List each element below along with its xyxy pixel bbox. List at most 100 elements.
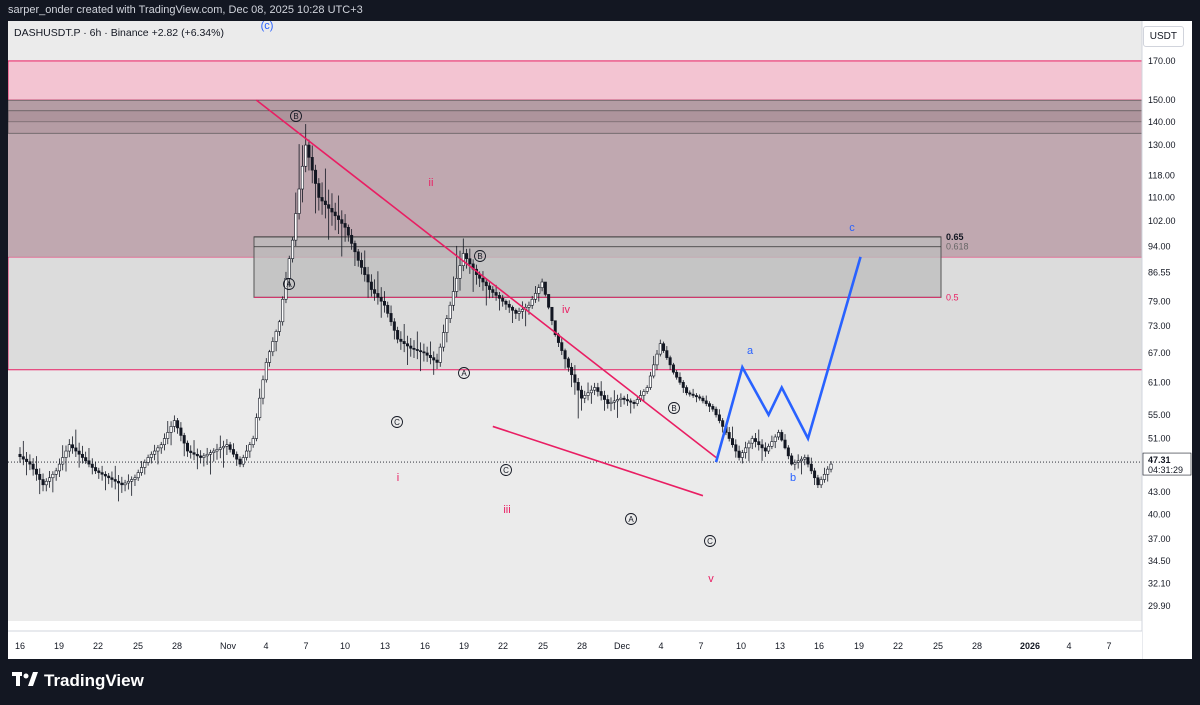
candle	[159, 441, 163, 454]
candle-body	[409, 345, 413, 349]
candle	[300, 145, 304, 203]
candle-body	[34, 468, 38, 475]
candle	[501, 294, 505, 307]
time-tick-label: 13	[775, 641, 785, 651]
candle-body	[622, 397, 626, 400]
candle	[428, 341, 432, 365]
candle	[271, 337, 275, 357]
candle	[320, 182, 324, 215]
circled-wave-label: A	[461, 369, 467, 378]
candle	[248, 441, 252, 458]
candle-body	[84, 457, 88, 462]
candle-body	[425, 352, 429, 356]
candle-body	[419, 350, 423, 353]
candle	[655, 350, 659, 371]
wave-label-c-paren: (c)	[261, 21, 274, 32]
candle	[422, 343, 426, 362]
price-tick-label: 130.00	[1148, 140, 1176, 150]
candle	[238, 456, 242, 468]
candle	[277, 319, 281, 336]
candle	[698, 394, 702, 401]
candle-body	[799, 458, 803, 462]
time-tick-label: 22	[893, 641, 903, 651]
candle-body	[747, 442, 751, 449]
candle-body	[520, 309, 524, 312]
candle	[18, 447, 22, 463]
candle	[166, 421, 170, 445]
interval-label[interactable]: 6h	[89, 27, 102, 39]
candle-body	[294, 213, 298, 241]
candle-body	[612, 400, 616, 403]
candle	[176, 417, 180, 434]
candle	[622, 395, 626, 405]
candle	[202, 453, 206, 467]
time-tick-label: 25	[933, 641, 943, 651]
candle-body	[44, 480, 48, 486]
candle-body	[254, 417, 258, 439]
candle	[392, 318, 396, 340]
candle	[87, 447, 91, 468]
candle	[425, 346, 429, 362]
circled-wave-label: B	[477, 252, 482, 261]
candle-body	[340, 219, 344, 224]
fib-level-label: 0.618	[946, 242, 969, 252]
candle-body	[599, 391, 603, 396]
candle-body	[481, 278, 485, 283]
circled-wave-label-ring	[625, 513, 637, 525]
candle-body	[635, 399, 639, 404]
candle-body	[648, 375, 652, 388]
candle-body	[350, 234, 354, 244]
candle	[291, 237, 295, 263]
candle-body	[343, 223, 347, 228]
symbol-legend[interactable]: DASHUSDT.P · 6h · Binance +2.82 (+6.34%)	[14, 27, 224, 39]
candle	[225, 439, 229, 456]
candle	[231, 443, 235, 458]
candle-body	[576, 382, 580, 391]
candle-body	[458, 265, 462, 279]
candle-body	[714, 408, 718, 416]
candle	[645, 385, 649, 394]
candle-body	[110, 477, 114, 480]
candle	[826, 466, 830, 482]
candle-body	[94, 467, 98, 472]
candle-body	[543, 281, 547, 295]
candle-body	[497, 295, 501, 299]
candle	[356, 248, 360, 267]
candle-body	[231, 449, 235, 455]
candle-body	[146, 457, 150, 463]
candle-body	[629, 400, 633, 403]
time-tick-label: 22	[498, 641, 508, 651]
price-tick-label: 110.00	[1148, 192, 1175, 202]
candle-body	[67, 444, 71, 452]
candle	[169, 421, 173, 446]
exchange-label: Binance	[110, 27, 149, 39]
candle-body	[740, 452, 744, 458]
chart-panel[interactable]: 0.65 0.618 0.5 i ii iii iv v a b c (c) B A B C A C B A C 170.…	[8, 21, 1192, 659]
price-tick-label: 140.00	[1148, 117, 1176, 127]
candle	[143, 459, 147, 475]
candle-body	[468, 258, 472, 265]
candle-body	[819, 479, 823, 486]
candle	[583, 390, 587, 404]
candle	[330, 193, 334, 226]
candle-body	[156, 447, 160, 452]
candle-body	[195, 453, 199, 457]
candle-body	[176, 420, 180, 429]
candle	[399, 331, 403, 350]
currency-unit-button[interactable]: USDT	[1142, 26, 1184, 47]
price-chart[interactable]: 0.650.6180.5iiiiiiivvabc(c)BABCACBAC170.…	[8, 21, 1192, 659]
tradingview-footer[interactable]: TradingView	[12, 671, 144, 691]
wave-label-ii: ii	[429, 177, 434, 189]
candle	[373, 279, 377, 301]
symbol-name[interactable]: DASHUSDT.P	[14, 27, 81, 39]
candle	[156, 445, 160, 465]
chart-attribution: sarper_onder created with TradingView.co…	[8, 4, 363, 16]
candle-body	[140, 467, 144, 473]
candle	[652, 355, 656, 379]
candle-body	[405, 343, 409, 347]
candle-body	[826, 468, 830, 475]
candle-body	[711, 406, 715, 410]
candle	[750, 435, 754, 450]
price-tick-label: 51.00	[1148, 434, 1171, 444]
candle-body	[130, 479, 134, 482]
